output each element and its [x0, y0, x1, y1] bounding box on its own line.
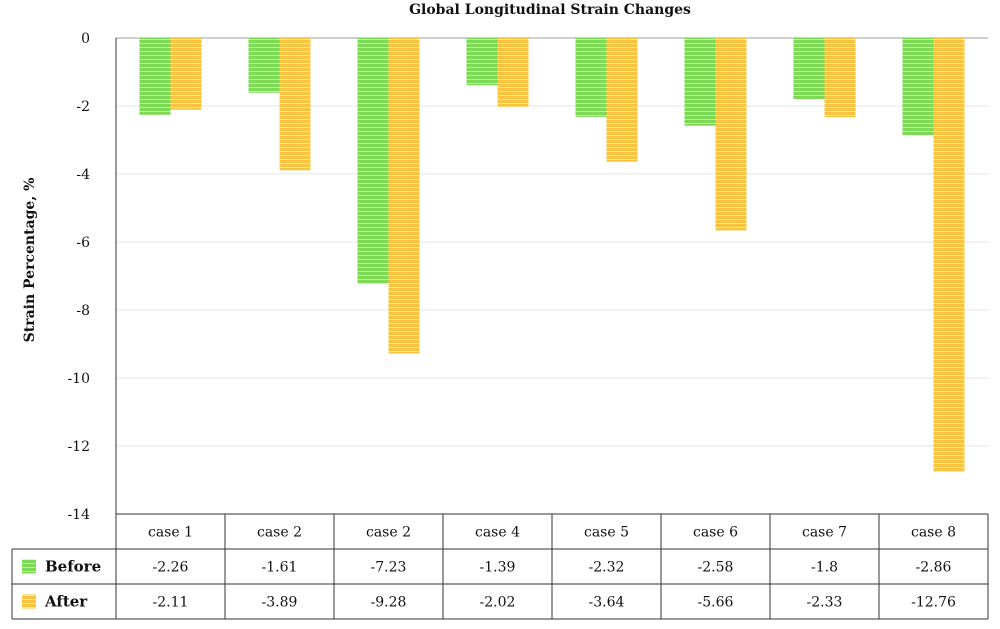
data-label: -1.8 — [811, 560, 838, 576]
bar-after-1 — [170, 38, 202, 110]
data-label: -2.58 — [698, 560, 734, 576]
gridlines — [115, 37, 988, 514]
category-label: case 8 — [911, 525, 956, 541]
legend-label-before: Before — [45, 558, 101, 576]
y-tick-label: 0 — [81, 31, 90, 47]
legend-swatch-after — [22, 594, 36, 609]
bar-after-3 — [388, 38, 420, 354]
chart-title: Global Longitudinal Strain Changes — [409, 2, 691, 18]
category-label: case 2 — [366, 525, 411, 541]
bar-before-2 — [248, 38, 280, 93]
y-axis-ticks: 0 -2 -4 -6 -8 -10 -12 -14 — [67, 31, 90, 523]
y-tick-label: -12 — [67, 439, 90, 455]
bar-before-5 — [575, 38, 607, 117]
y-tick-label: -10 — [67, 371, 90, 387]
data-label: -2.11 — [153, 595, 189, 611]
bar-after-2 — [279, 38, 311, 171]
category-label: case 5 — [584, 525, 629, 541]
y-tick-label: -6 — [76, 235, 90, 251]
data-table: case 1 case 2 case 2 case 4 case 5 case 6 case… — [11, 513, 989, 620]
bar-before-8 — [902, 38, 934, 136]
bar-after-7 — [824, 38, 856, 118]
category-label: case 1 — [148, 525, 193, 541]
data-label: -2.26 — [153, 560, 189, 576]
legend-swatch-before — [22, 559, 36, 574]
data-label: -12.76 — [911, 595, 956, 611]
bar-before-1 — [139, 38, 171, 115]
y-tick-label: -14 — [67, 507, 90, 523]
data-label: -3.89 — [262, 595, 298, 611]
data-label: -9.28 — [371, 595, 407, 611]
y-axis-label: Strain Percentage, % — [22, 178, 38, 343]
category-label: case 2 — [257, 525, 302, 541]
bar-after-5 — [606, 38, 638, 162]
bar-before-7 — [793, 38, 825, 100]
y-tick-label: -2 — [76, 99, 90, 115]
legend-label-after: After — [44, 593, 88, 611]
bar-before-4 — [466, 38, 498, 86]
data-label: -2.33 — [807, 595, 843, 611]
data-label: -2.86 — [916, 560, 952, 576]
category-label: case 4 — [475, 525, 520, 541]
data-label: -1.61 — [262, 560, 298, 576]
data-label: -7.23 — [371, 560, 407, 576]
data-label: -1.39 — [480, 560, 516, 576]
y-tick-label: -4 — [76, 167, 90, 183]
bar-after-6 — [715, 38, 747, 231]
bar-after-4 — [497, 38, 529, 107]
bar-before-3 — [357, 38, 389, 284]
data-label: -2.32 — [589, 560, 625, 576]
category-label: case 6 — [693, 525, 738, 541]
bar-before-6 — [684, 38, 716, 126]
data-label: -3.64 — [589, 595, 625, 611]
bar-after-8 — [933, 38, 965, 472]
data-label: -5.66 — [698, 595, 734, 611]
data-label: -2.02 — [480, 595, 516, 611]
y-tick-label: -8 — [76, 303, 90, 319]
bars — [139, 38, 965, 472]
category-label: case 7 — [802, 525, 847, 541]
